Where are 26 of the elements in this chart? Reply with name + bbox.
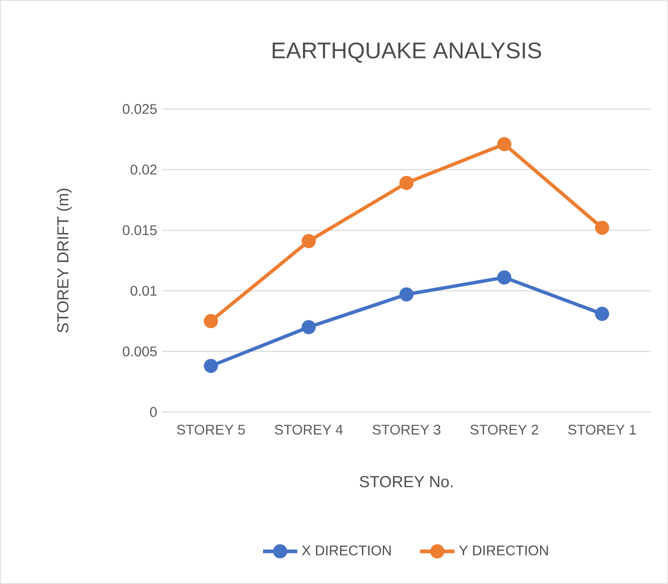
point	[497, 137, 512, 152]
point	[595, 220, 610, 235]
y-tick-label: 0.025	[122, 104, 157, 114]
y-axis-title: STOREY DRIFT (m)	[56, 188, 72, 332]
point	[302, 320, 316, 334]
point	[497, 270, 512, 285]
x-axis-title: STOREY No.	[360, 476, 452, 488]
point	[302, 234, 316, 248]
legend-label: X DIRECTION	[302, 545, 391, 556]
x-tick-label: STOREY 4	[274, 424, 343, 435]
point	[399, 287, 414, 302]
point	[204, 358, 218, 373]
point	[399, 176, 414, 190]
x-tick-label: STOREY 1	[568, 424, 636, 435]
x-tick-label: STOREY 3	[372, 424, 440, 435]
point	[204, 314, 218, 328]
x-tick-label: STOREY 2	[470, 424, 538, 435]
legend-label: Y DIRECTION	[459, 545, 548, 556]
y-tick-label: 0	[150, 407, 157, 417]
x-tick-label: STOREY 5	[177, 424, 245, 435]
y-tick-label: 0.015	[122, 225, 157, 236]
y-tick-label: 0.01	[130, 286, 157, 296]
y-tick-label: 0.02	[130, 164, 157, 175]
y-tick-label: 0.005	[122, 346, 157, 356]
chart-title: EARTHQUAKE ANALYSIS	[272, 42, 542, 63]
point	[595, 306, 610, 321]
